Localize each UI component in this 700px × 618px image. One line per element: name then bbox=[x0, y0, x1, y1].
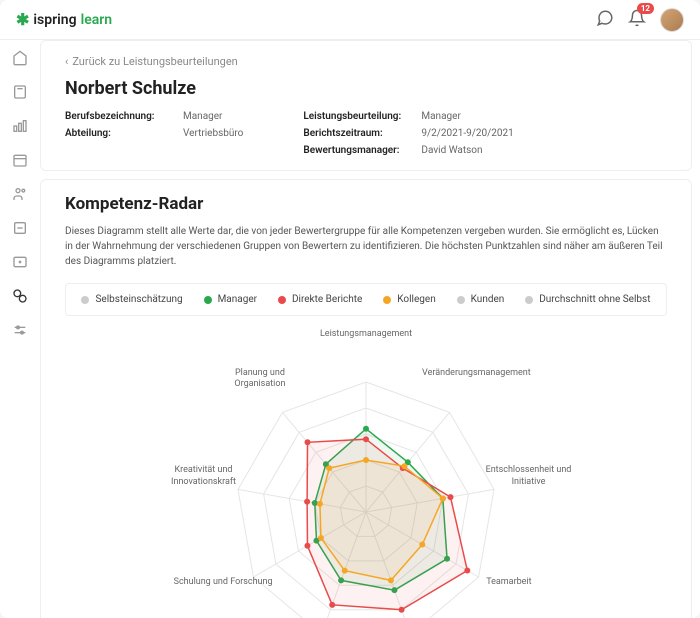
legend-item[interactable]: Manager bbox=[204, 294, 257, 305]
sidebar-book-icon[interactable] bbox=[10, 82, 30, 102]
sidebar-message-icon[interactable] bbox=[10, 252, 30, 272]
radar-chart: Leistungsmanagement Veränderungsmanagemen… bbox=[66, 324, 666, 618]
legend-label: Direkte Berichte bbox=[292, 294, 362, 305]
legend-dot-icon bbox=[204, 296, 212, 304]
meta-row: Bewertungsmanager: David Watson bbox=[303, 145, 513, 156]
legend-dot-icon bbox=[383, 296, 391, 304]
bell-icon[interactable]: 12 bbox=[628, 9, 646, 31]
legend-item[interactable]: Direkte Berichte bbox=[278, 294, 362, 305]
meta-row: Abteilung: Vertriebsbüro bbox=[65, 128, 243, 139]
sidebar-settings-icon[interactable] bbox=[10, 320, 30, 340]
radar-axis-label: Veränderungsmanagement bbox=[422, 368, 522, 380]
sidebar-home-icon[interactable] bbox=[10, 48, 30, 68]
meta-label: Berufsbezeichnung: bbox=[65, 111, 175, 122]
avatar[interactable] bbox=[660, 8, 684, 32]
sidebar-archive-icon[interactable] bbox=[10, 218, 30, 238]
radar-axis-label: Leistungsmanagement bbox=[316, 329, 416, 341]
logo-icon: ✱ bbox=[16, 10, 29, 29]
legend-item[interactable]: Kollegen bbox=[383, 294, 435, 305]
topbar: ✱ ispring learn 12 bbox=[0, 0, 700, 40]
back-link[interactable]: ‹ Zurück zu Leistungsbeurteilungen bbox=[65, 55, 667, 68]
chevron-left-icon: ‹ bbox=[65, 55, 68, 68]
notification-badge: 12 bbox=[637, 3, 654, 14]
legend-item[interactable]: Selbsteinschätzung bbox=[81, 294, 182, 305]
radar-axis-label: Entschlossenheit und Initiative bbox=[478, 465, 578, 488]
chat-icon[interactable] bbox=[596, 9, 614, 31]
legend-item[interactable]: Kunden bbox=[457, 294, 505, 305]
radar-axis-label: Teamarbeit bbox=[459, 577, 559, 589]
person-card: ‹ Zurück zu Leistungsbeurteilungen Norbe… bbox=[40, 40, 692, 171]
legend-label: Manager bbox=[218, 294, 257, 305]
sidebar-calendar-icon[interactable] bbox=[10, 150, 30, 170]
meta-value: Manager bbox=[421, 111, 460, 122]
legend-dot-icon bbox=[81, 296, 89, 304]
legend-label: Durchschnitt ohne Selbst bbox=[539, 294, 650, 305]
meta-value: Manager bbox=[183, 111, 222, 122]
legend-label: Kollegen bbox=[397, 294, 435, 305]
brand-part2: learn bbox=[81, 12, 113, 28]
topbar-actions: 12 bbox=[596, 8, 684, 32]
radar-title: Kompetenz-Radar bbox=[65, 194, 667, 214]
meta-value: David Watson bbox=[421, 145, 482, 156]
legend-label: Kunden bbox=[471, 294, 505, 305]
sidebar bbox=[0, 40, 40, 618]
brand-part1: ispring bbox=[33, 12, 76, 28]
legend-dot-icon bbox=[278, 296, 286, 304]
meta-value: Vertriebsbüro bbox=[183, 128, 243, 139]
sidebar-users-icon[interactable] bbox=[10, 184, 30, 204]
radar-axis-label: Schulung und Forschung bbox=[173, 577, 273, 589]
legend-dot-icon bbox=[525, 296, 533, 304]
meta-label: Berichtszeitraum: bbox=[303, 128, 413, 139]
radar-axis-label: Kreativität und Innovationskraft bbox=[154, 465, 254, 488]
radar-legend: Selbsteinschätzung Manager Direkte Bericht… bbox=[65, 283, 667, 316]
legend-dot-icon bbox=[457, 296, 465, 304]
radar-axis-label: Planung und Organisation bbox=[210, 368, 310, 391]
person-name: Norbert Schulze bbox=[65, 78, 667, 99]
content: ‹ Zurück zu Leistungsbeurteilungen Norbe… bbox=[40, 40, 700, 618]
meta-value: 9/2/2021-9/20/2021 bbox=[421, 128, 513, 139]
meta-row: Berichtszeitraum: 9/2/2021-9/20/2021 bbox=[303, 128, 513, 139]
radar-description: Dieses Diagramm stellt alle Werte dar, d… bbox=[65, 224, 667, 269]
logo[interactable]: ✱ ispring learn bbox=[16, 10, 112, 29]
radar-card: Kompetenz-Radar Dieses Diagramm stellt a… bbox=[40, 179, 692, 618]
meta-label: Abteilung: bbox=[65, 128, 175, 139]
sidebar-performance-icon[interactable] bbox=[10, 286, 30, 306]
meta-row: Berufsbezeichnung: Manager bbox=[65, 111, 243, 122]
person-meta: Berufsbezeichnung: Manager Abteilung: Vertr… bbox=[65, 111, 667, 156]
meta-label: Leistungsbeurteilung: bbox=[303, 111, 413, 122]
legend-label: Selbsteinschätzung bbox=[95, 294, 182, 305]
meta-row: Leistungsbeurteilung: Manager bbox=[303, 111, 513, 122]
back-label: Zurück zu Leistungsbeurteilungen bbox=[72, 55, 237, 68]
sidebar-chart-icon[interactable] bbox=[10, 116, 30, 136]
legend-item[interactable]: Durchschnitt ohne Selbst bbox=[525, 294, 650, 305]
meta-label: Bewertungsmanager: bbox=[303, 145, 413, 156]
